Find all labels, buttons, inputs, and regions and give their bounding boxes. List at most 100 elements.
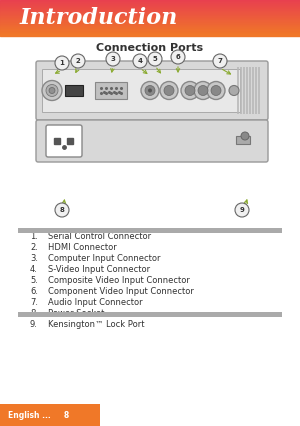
Text: 7: 7: [218, 58, 222, 64]
Text: Audio Input Connector: Audio Input Connector: [48, 298, 142, 307]
Bar: [0, 8, 300, 9]
Bar: [0, 14, 300, 16]
Bar: [0, 26, 300, 27]
Circle shape: [198, 86, 208, 95]
Text: S-Video Input Connector: S-Video Input Connector: [48, 265, 150, 274]
Circle shape: [106, 52, 120, 66]
Bar: [18, 312, 282, 317]
Text: 8: 8: [60, 207, 64, 213]
Text: HDMI Connector: HDMI Connector: [48, 243, 117, 252]
Text: Introduction: Introduction: [20, 7, 178, 29]
FancyBboxPatch shape: [36, 120, 268, 162]
Bar: [0, 33, 300, 34]
Bar: [0, 34, 300, 35]
Text: 3.: 3.: [30, 254, 38, 263]
Bar: [0, 23, 300, 24]
Circle shape: [148, 89, 152, 92]
Bar: [0, 32, 300, 33]
Text: 2.: 2.: [30, 243, 38, 252]
Text: 9: 9: [240, 207, 244, 213]
Bar: [0, 13, 300, 14]
Bar: [0, 9, 300, 10]
Text: Power Socket: Power Socket: [48, 309, 104, 318]
Circle shape: [194, 81, 212, 100]
Text: Kensington™ Lock Port: Kensington™ Lock Port: [48, 320, 145, 329]
Bar: [0, 404, 100, 426]
Bar: [0, 20, 300, 21]
Circle shape: [148, 52, 162, 66]
Circle shape: [133, 54, 147, 68]
Bar: [0, 0, 300, 1]
Circle shape: [55, 56, 69, 70]
Bar: [0, 33, 300, 35]
Text: 4: 4: [137, 58, 142, 64]
Text: 2: 2: [76, 58, 80, 64]
Text: 1: 1: [60, 60, 64, 66]
Bar: [0, 2, 300, 3]
Bar: [0, 19, 300, 20]
Bar: [0, 4, 300, 5]
Bar: [0, 3, 300, 5]
Text: Component Video Input Connector: Component Video Input Connector: [48, 287, 194, 296]
Text: 1.: 1.: [30, 232, 38, 241]
Text: Connection Ports: Connection Ports: [96, 43, 204, 53]
Bar: [0, 10, 300, 11]
Bar: [0, 28, 300, 29]
Circle shape: [160, 81, 178, 100]
Bar: [0, 14, 300, 15]
Bar: [0, 6, 300, 7]
Bar: [0, 11, 300, 12]
Bar: [0, 24, 300, 25]
Bar: [0, 11, 300, 12]
Bar: [0, 19, 300, 20]
Bar: [0, 16, 300, 17]
Bar: [0, 30, 300, 31]
Bar: [0, 29, 300, 30]
Text: 5: 5: [153, 56, 158, 62]
Bar: [0, 1, 300, 2]
Bar: [0, 7, 300, 8]
Text: English ...     8: English ... 8: [8, 411, 69, 420]
Bar: [0, 22, 300, 23]
Text: Composite Video Input Connector: Composite Video Input Connector: [48, 276, 190, 285]
Text: 6.: 6.: [30, 287, 38, 296]
Bar: [0, 22, 300, 23]
Text: Serial Control Connector: Serial Control Connector: [48, 232, 151, 241]
Bar: [0, 17, 300, 19]
Bar: [0, 13, 300, 14]
Bar: [0, 25, 300, 26]
FancyBboxPatch shape: [95, 81, 127, 98]
Circle shape: [181, 81, 199, 100]
FancyBboxPatch shape: [236, 136, 250, 144]
Text: 3: 3: [111, 56, 116, 62]
Circle shape: [235, 203, 249, 217]
Bar: [0, 3, 300, 4]
Text: 4.: 4.: [30, 265, 38, 274]
FancyBboxPatch shape: [36, 61, 268, 120]
Bar: [0, 5, 300, 6]
Bar: [0, 23, 300, 24]
Circle shape: [211, 86, 221, 95]
Bar: [0, 27, 300, 29]
Bar: [0, 18, 300, 19]
Circle shape: [213, 54, 227, 68]
Bar: [0, 31, 300, 32]
Circle shape: [164, 86, 174, 95]
Circle shape: [55, 203, 69, 217]
Bar: [0, 2, 300, 3]
Bar: [0, 15, 300, 16]
Bar: [0, 6, 300, 8]
Bar: [0, 12, 300, 13]
Bar: [0, 27, 300, 28]
Bar: [0, 12, 300, 13]
Circle shape: [46, 84, 58, 97]
Bar: [18, 228, 282, 233]
Circle shape: [207, 81, 225, 100]
Bar: [0, 9, 300, 10]
Text: 8.: 8.: [30, 309, 38, 318]
Bar: [0, 16, 300, 17]
Bar: [0, 26, 300, 27]
Circle shape: [42, 81, 62, 101]
Bar: [0, 21, 300, 22]
Bar: [0, 0, 300, 2]
